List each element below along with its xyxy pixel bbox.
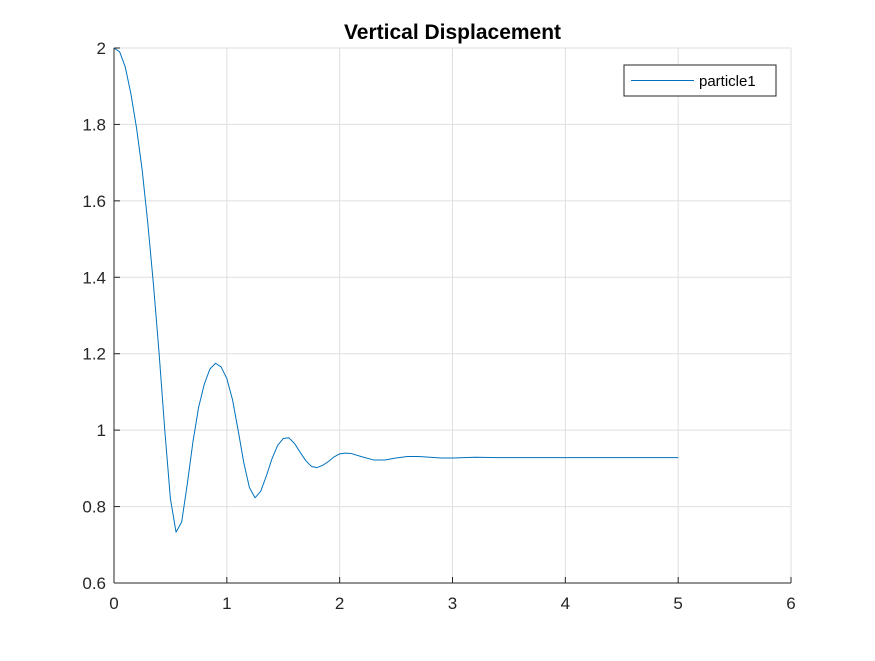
y-tick-label: 2 xyxy=(97,39,106,58)
y-tick-label: 0.6 xyxy=(82,574,106,593)
x-tick-label: 6 xyxy=(786,594,795,613)
y-tick-label: 0.8 xyxy=(82,498,106,517)
tick-labels: 0 1 2 3 4 5 6 0.6 0.8 1 1.2 1.4 1.6 1.8 2 xyxy=(82,39,795,613)
series-layer xyxy=(113,47,679,533)
axes xyxy=(113,47,792,584)
x-tick-label: 2 xyxy=(335,594,344,613)
x-tick-label: 1 xyxy=(222,594,231,613)
y-tick-label: 1.8 xyxy=(82,115,106,134)
y-tick-label: 1.2 xyxy=(82,345,106,364)
legend-entry-particle1: particle1 xyxy=(699,73,756,90)
y-tick-label: 1.6 xyxy=(82,192,106,211)
series-line-particle1 xyxy=(113,47,679,533)
legend[interactable]: particle1 xyxy=(623,64,777,97)
y-tick-label: 1.4 xyxy=(82,268,106,287)
x-tick-label: 5 xyxy=(673,594,682,613)
y-tick-label: 1 xyxy=(97,421,106,440)
chart-title: Vertical Displacement xyxy=(344,21,561,44)
x-tick-label: 0 xyxy=(109,594,118,613)
x-tick-label: 3 xyxy=(448,594,457,613)
x-tick-label: 4 xyxy=(561,594,570,613)
